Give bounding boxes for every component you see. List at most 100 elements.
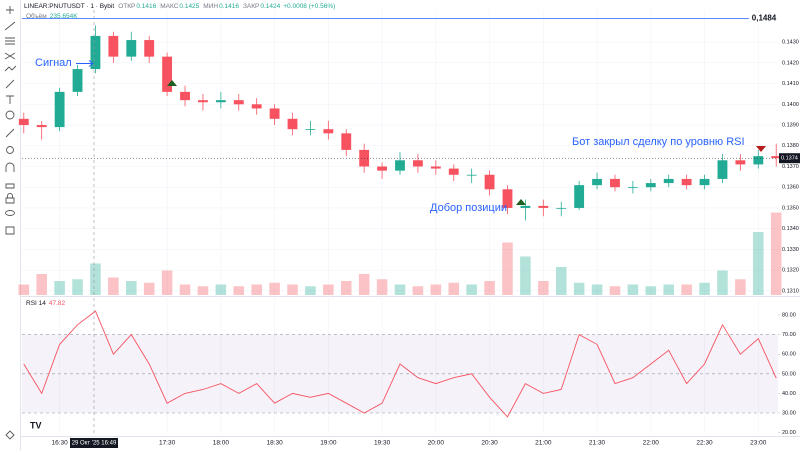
candle-body <box>215 100 226 103</box>
volume-bar <box>555 267 567 295</box>
candle-body <box>251 104 262 109</box>
ohlc-value: 0.1416 <box>219 3 239 10</box>
ohlc-label: ЗАКР <box>243 3 259 10</box>
volume-bar <box>520 256 531 295</box>
candle-body <box>663 178 674 184</box>
fib-tool[interactable] <box>5 37 15 45</box>
candle-body <box>430 166 441 169</box>
ohlc-value: 0.1424 <box>260 3 280 10</box>
ohlc-value: 0.1416 <box>136 3 156 10</box>
y-tick-label: 0.1360 <box>782 185 799 191</box>
x-tick-label: 20:00 <box>428 440 445 447</box>
volume-bar <box>54 281 65 295</box>
ohlc-label: МИН <box>203 3 218 10</box>
candle-body <box>645 183 656 188</box>
ruler-tool[interactable] <box>5 128 15 138</box>
crosshair-time-label: 29 Окт '25 16:49 <box>72 441 117 447</box>
volume-bar <box>233 286 245 295</box>
volume-bar <box>72 279 83 295</box>
volume-bar <box>770 212 782 295</box>
y-tick-label: 0.1340 <box>782 226 799 232</box>
zoom-tool[interactable] <box>6 146 14 154</box>
plot <box>18 25 782 418</box>
left-toolbar <box>4 0 21 450</box>
x-tick-label: 17:30 <box>159 440 176 447</box>
volume-legend: Объём 235.654K <box>26 12 78 20</box>
rsi-title: RSI 14 <box>26 300 46 307</box>
volume-bar <box>735 279 746 295</box>
candle-body <box>90 35 101 70</box>
candle-body <box>18 118 29 126</box>
volume-bar <box>466 284 477 295</box>
rsi-tick-label: 20.00 <box>782 430 796 436</box>
pattern-tool[interactable] <box>4 52 16 60</box>
volume-title: Объём <box>26 12 47 20</box>
volume-bar <box>448 282 460 295</box>
last-price-label: 0.1374 <box>781 156 798 162</box>
brush-tool[interactable] <box>5 79 15 89</box>
y-tick-label: 0.1380 <box>782 143 799 149</box>
text-tool[interactable] <box>6 95 14 104</box>
x-tick-label: 16:30 <box>51 440 68 447</box>
rsi-tick-label: 70.00 <box>782 332 796 338</box>
magnet-tool[interactable] <box>5 162 15 172</box>
rsi-tick-label: 60.00 <box>782 352 796 358</box>
y-tick-label: 0.1370 <box>782 164 799 170</box>
volume-bar <box>161 270 173 295</box>
x-tick-label: 18:00 <box>213 440 230 447</box>
volume-bar <box>358 274 370 295</box>
hline-label: 0,1484 <box>752 14 777 23</box>
y-tick-label: 0.1310 <box>782 288 799 294</box>
x-tick-label: 21:00 <box>535 440 552 447</box>
annotation-arrow <box>76 60 94 67</box>
volume-value: 235.654K <box>50 13 78 20</box>
candle-body <box>502 189 513 208</box>
candle-body <box>699 178 710 186</box>
x-tick-label: 18:30 <box>266 440 283 447</box>
volume-bar <box>394 284 406 295</box>
volume-bar <box>699 282 710 295</box>
volume-bar <box>627 284 639 295</box>
crosshair-tool[interactable] <box>6 6 14 14</box>
rsi-legend: RSI 14 47.82 <box>26 300 66 307</box>
y-tick-label: 0.1400 <box>782 102 799 108</box>
candle-body <box>538 205 549 208</box>
layers-tool[interactable] <box>5 430 15 440</box>
lock-draw-tool[interactable] <box>5 183 15 189</box>
trash-tool[interactable] <box>5 226 15 235</box>
candle-body <box>466 174 477 176</box>
candle-body <box>233 100 244 105</box>
candle-body <box>108 35 119 57</box>
rsi-line <box>23 310 777 418</box>
candle-body <box>753 156 764 165</box>
crosshair-time-tag <box>70 438 118 448</box>
visibility-tool[interactable] <box>5 210 15 216</box>
x-tick-label: 20:30 <box>481 440 498 447</box>
x-tick-label: 22:00 <box>643 440 660 447</box>
rsi-tick-label: 40.00 <box>782 391 796 397</box>
annotation-add: Добор позиции <box>430 202 507 214</box>
y-tick-label: 0.1430 <box>782 40 799 46</box>
candle-body <box>180 91 190 101</box>
y-tick-label: 0.1420 <box>782 60 799 66</box>
candle-body <box>287 118 298 130</box>
projection-tool[interactable] <box>4 65 17 72</box>
candle-body <box>735 160 746 165</box>
x-tick-label: 23:00 <box>750 440 767 447</box>
volume-bar <box>376 279 388 295</box>
trendline-tool[interactable] <box>4 21 16 31</box>
logo: TV <box>30 420 42 430</box>
icon-tool[interactable] <box>5 110 15 120</box>
candle-body <box>54 91 65 128</box>
x-tick-label: 19:00 <box>320 440 337 447</box>
candle-body <box>305 129 316 130</box>
x-tick-label: 21:30 <box>589 440 606 447</box>
candle-body <box>448 168 459 175</box>
symbol-title: LINEAR:PNUTUSDT · 1 · Bybit <box>24 3 114 10</box>
lock-tool[interactable] <box>5 193 15 204</box>
ohlc-label: МАКС <box>160 3 178 10</box>
volume-bar <box>412 286 424 295</box>
x-tick-label: 19:30 <box>374 440 391 447</box>
volume-bar <box>663 284 674 295</box>
